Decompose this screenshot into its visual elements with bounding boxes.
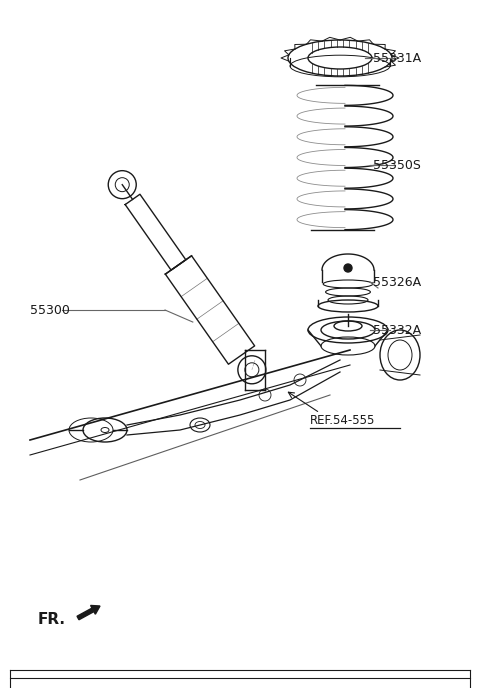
- Text: 55326A: 55326A: [373, 275, 421, 288]
- Text: 55331A: 55331A: [373, 52, 421, 65]
- FancyArrow shape: [77, 605, 100, 620]
- Text: 55300: 55300: [30, 303, 70, 316]
- Text: FR.: FR.: [38, 612, 66, 627]
- Text: 55332A: 55332A: [373, 323, 421, 336]
- Circle shape: [344, 264, 352, 272]
- Text: 55350S: 55350S: [373, 158, 421, 171]
- Text: REF.54-555: REF.54-555: [310, 413, 375, 427]
